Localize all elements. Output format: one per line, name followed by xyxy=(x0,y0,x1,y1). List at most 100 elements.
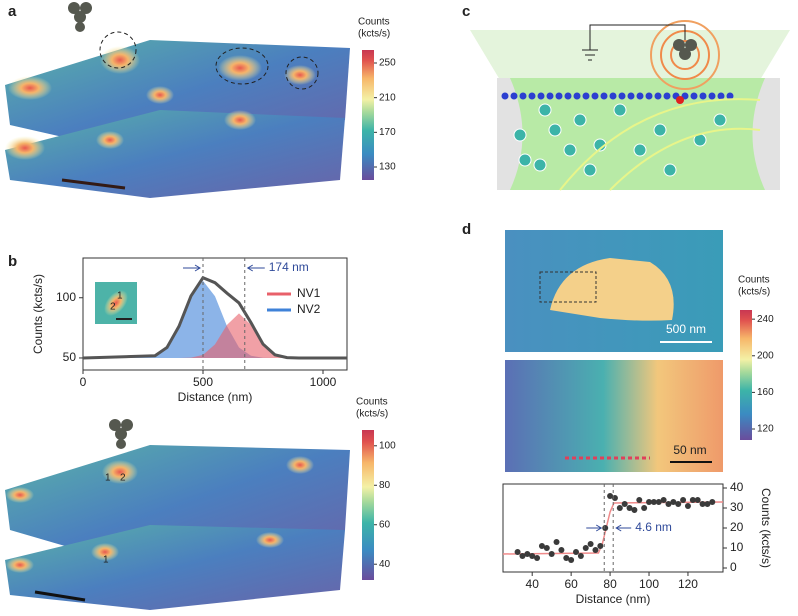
charge xyxy=(713,113,727,127)
colorbar-title: Counts xyxy=(738,275,770,286)
charge xyxy=(633,143,647,157)
point xyxy=(684,503,691,509)
annotation: 174 nm xyxy=(269,260,309,274)
point xyxy=(568,557,575,563)
point xyxy=(704,501,711,507)
charge xyxy=(591,92,599,100)
y-tick-label: 40 xyxy=(730,480,744,494)
colorbar xyxy=(362,430,374,580)
point xyxy=(548,551,555,557)
scale-label: 50 nm xyxy=(673,443,706,457)
x-tick-label: 100 xyxy=(639,577,659,591)
charge xyxy=(555,92,563,100)
point xyxy=(631,507,638,513)
charge xyxy=(563,143,577,157)
charge xyxy=(501,92,509,100)
scale-label: 500 nm xyxy=(666,322,706,336)
tick-label: 250 xyxy=(379,58,396,69)
charge xyxy=(546,92,554,100)
point xyxy=(616,505,623,511)
tick-label: 160 xyxy=(757,387,774,398)
colorbar-title: (kcts/s) xyxy=(356,409,388,420)
peak-label: 1 xyxy=(117,291,123,302)
charge xyxy=(717,92,725,100)
colorbar-title: Counts xyxy=(358,17,390,28)
charge xyxy=(573,92,581,100)
charge xyxy=(726,92,734,100)
y-tick-label: 30 xyxy=(730,500,744,514)
point xyxy=(519,553,526,559)
point xyxy=(563,555,570,561)
surface-b: 1 2 1 xyxy=(5,419,350,610)
charge xyxy=(538,103,552,117)
charge xyxy=(613,103,627,117)
point xyxy=(694,497,701,503)
charge xyxy=(573,113,587,127)
point xyxy=(602,525,609,531)
charge xyxy=(583,163,597,177)
point xyxy=(582,545,589,551)
arrow xyxy=(586,524,632,532)
point xyxy=(597,543,604,549)
point xyxy=(592,547,599,553)
charge xyxy=(582,92,590,100)
charge xyxy=(690,92,698,100)
point xyxy=(529,553,536,559)
tick-label: 130 xyxy=(379,162,396,173)
charge xyxy=(663,163,677,177)
y-axis-label: Counts (kcts/s) xyxy=(31,274,45,354)
y-tick-label: 20 xyxy=(730,520,744,534)
tick-label: 200 xyxy=(757,350,774,361)
y-tick-label: 50 xyxy=(63,350,77,364)
peak-label: 1 xyxy=(103,555,109,566)
point xyxy=(699,501,706,507)
charge xyxy=(528,92,536,100)
charge xyxy=(645,92,653,100)
point xyxy=(514,549,521,555)
x-tick-label: 500 xyxy=(193,375,213,389)
legend-label: NV1 xyxy=(297,286,321,300)
colorbar-title: Counts xyxy=(356,397,388,408)
charge xyxy=(636,92,644,100)
x-tick-label: 40 xyxy=(526,577,540,591)
arrow xyxy=(183,264,265,272)
charge xyxy=(518,153,532,167)
panel-labels: a b c d xyxy=(8,3,471,270)
image-d: 500 nm 50 nm xyxy=(505,230,723,472)
point xyxy=(553,539,560,545)
point xyxy=(660,497,667,503)
y-tick-label: 10 xyxy=(730,540,744,554)
tick-label: 80 xyxy=(379,480,391,491)
charge xyxy=(627,92,635,100)
point xyxy=(636,497,643,503)
peak-label: 1 xyxy=(105,473,111,484)
charge xyxy=(519,92,527,100)
point xyxy=(680,497,687,503)
area xyxy=(83,313,347,358)
charge xyxy=(564,92,572,100)
x-tick-label: 80 xyxy=(603,577,617,591)
x-axis-label: Distance (nm) xyxy=(576,592,651,606)
point xyxy=(558,547,565,553)
point xyxy=(587,541,594,547)
point xyxy=(543,545,550,551)
point xyxy=(709,499,716,505)
area xyxy=(83,280,347,358)
point xyxy=(538,543,545,549)
y-tick-label: 0 xyxy=(730,560,737,574)
point xyxy=(665,501,672,507)
point xyxy=(670,499,677,505)
tick-label: 40 xyxy=(379,559,391,570)
colorbar xyxy=(362,50,374,180)
inset: 1 2 xyxy=(95,282,137,324)
tick-label: 210 xyxy=(379,92,396,103)
point xyxy=(607,493,614,499)
tick-label: 60 xyxy=(379,519,391,530)
colorbar-title: (kcts/s) xyxy=(738,287,770,298)
charge xyxy=(510,92,518,100)
panel-label: b xyxy=(8,253,17,270)
x-axis-label: Distance (nm) xyxy=(178,390,253,404)
legend-label: NV2 xyxy=(297,302,321,316)
charge xyxy=(654,92,662,100)
point xyxy=(524,551,531,557)
